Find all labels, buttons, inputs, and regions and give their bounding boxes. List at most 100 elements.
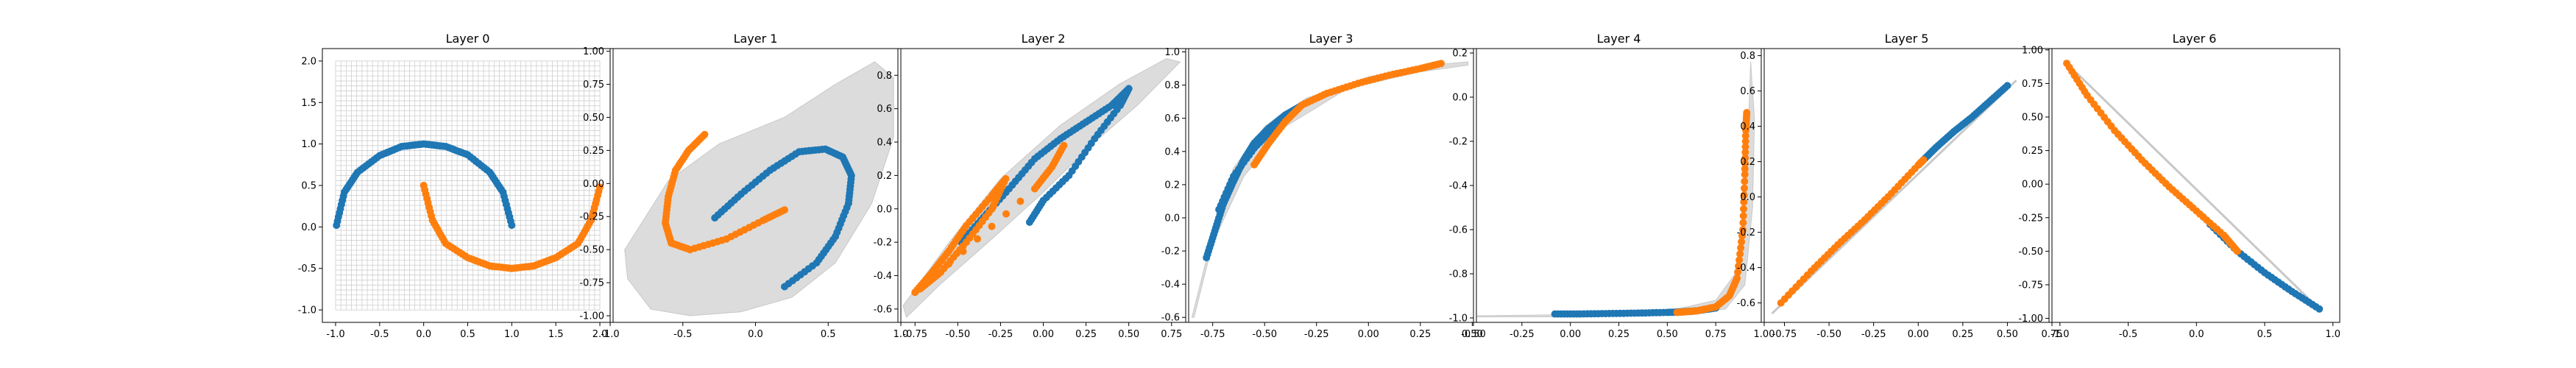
y-tick-label: 0.2 xyxy=(1740,157,1755,168)
y-tick-label: 0.00 xyxy=(583,179,604,190)
panel-layer-0: -1.0 -0.5 0.0 0.5 1.0 1.5 2.0 -1.0 -0.5 0.0 0.5 1.0… xyxy=(298,32,614,340)
x-tick-label: 0.75 xyxy=(2042,329,2063,340)
x-tick-label: 1.0 xyxy=(2325,329,2340,340)
data-point xyxy=(1741,184,1748,192)
data-point xyxy=(1739,219,1747,227)
data-point xyxy=(781,206,788,214)
x-tick-label: -0.5 xyxy=(370,329,389,340)
y-tick-label: 0.4 xyxy=(1740,121,1755,132)
x-tick-label: 0.5 xyxy=(2257,329,2273,340)
data-point xyxy=(1741,143,1749,151)
data-point xyxy=(2315,305,2324,313)
grid-mesh xyxy=(335,60,601,311)
data-point xyxy=(1739,226,1747,233)
y-tick-label: 0.2 xyxy=(1164,180,1180,191)
data-point xyxy=(1738,232,1746,240)
data-point xyxy=(1741,165,1749,173)
data-point xyxy=(1437,60,1445,68)
y-tick-label: 2.0 xyxy=(301,56,316,67)
y-tick-label: 0.50 xyxy=(583,113,604,124)
data-point xyxy=(1016,197,1025,205)
mesh-band xyxy=(2063,60,2323,313)
y-tick-label: 0.5 xyxy=(301,181,316,192)
y-tick-label: -0.2 xyxy=(1449,137,1468,148)
x-tick-label: -0.25 xyxy=(1510,329,1535,340)
x-tick-label: -0.25 xyxy=(1861,329,1886,340)
mesh-band xyxy=(1771,79,2017,315)
y-tick-label: 0.6 xyxy=(877,104,892,115)
y-tick-label: 0.0 xyxy=(1164,213,1180,224)
axes-frame xyxy=(1761,48,2053,323)
data-point xyxy=(781,283,788,291)
y-tick-label: 0.00 xyxy=(2022,180,2043,191)
panel-title: Layer 0 xyxy=(446,32,490,46)
series-1 xyxy=(662,130,788,254)
data-point xyxy=(1919,156,1928,164)
y-tick-label: 1.5 xyxy=(301,98,316,109)
y-tick-label: -0.6 xyxy=(1449,225,1468,236)
data-point xyxy=(1002,210,1010,218)
data-point xyxy=(2233,247,2241,255)
x-tick-label: 0.5 xyxy=(821,329,836,340)
x-tick-label: 0.00 xyxy=(1033,329,1054,340)
y-tick-label: 1.0 xyxy=(1164,47,1180,58)
panel-title: Layer 2 xyxy=(1022,32,1066,46)
y-tick-label: 1.0 xyxy=(301,139,316,150)
y-tick-label: -1.0 xyxy=(298,305,316,316)
panel-layer-1: -1.0 -0.5 0.0 0.5 1.0 -1.00 -0.75 -0.50 -0.25 0.0… xyxy=(579,32,908,340)
y-tick-label: 0.50 xyxy=(2022,113,2043,124)
x-tick-label: 0.0 xyxy=(416,329,431,340)
y-tick-label: -1.0 xyxy=(1449,314,1468,325)
x-tick-label: 0.25 xyxy=(1409,329,1431,340)
data-point xyxy=(988,222,996,230)
data-point xyxy=(1215,205,1223,213)
axes-frame xyxy=(1473,48,1765,323)
x-tick-label: 0.5 xyxy=(460,329,475,340)
panel-layer-4: -0.50 -0.25 0.00 0.25 0.50 0.75 1.00 -1.0 -0.8 -0… xyxy=(1449,32,1775,340)
x-tick-label: -0.75 xyxy=(902,329,927,340)
y-tick-label: -0.75 xyxy=(579,278,604,289)
x-tick-label: 0.0 xyxy=(748,329,763,340)
x-tick-label: 2.0 xyxy=(592,329,608,340)
y-tick-label: -0.2 xyxy=(1737,227,1755,238)
data-point xyxy=(974,235,981,243)
axes-frame xyxy=(2048,48,2340,323)
x-tick-label: 0.50 xyxy=(1997,329,2018,340)
series-1 xyxy=(1777,156,1928,307)
y-tick-label: 0.25 xyxy=(2022,146,2043,157)
data-point xyxy=(1735,262,1743,270)
x-tick-label: 1.0 xyxy=(894,329,909,340)
x-tick-label: 0.25 xyxy=(1608,329,1630,340)
y-tick-label: -0.4 xyxy=(1737,263,1755,274)
series-0 xyxy=(1918,82,2011,166)
data-point xyxy=(1738,238,1746,246)
x-tick-label: 0.25 xyxy=(1952,329,1973,340)
x-tick-label: 0.75 xyxy=(1705,329,1727,340)
x-tick-label: 0.50 xyxy=(1657,329,1678,340)
y-tick-label: -0.5 xyxy=(298,263,316,275)
data-point xyxy=(1740,198,1748,206)
data-point xyxy=(1741,171,1749,178)
data-point xyxy=(1743,109,1751,116)
data-point xyxy=(1741,138,1749,145)
x-tick-label: 1.5 xyxy=(548,329,564,340)
x-tick-label: -0.25 xyxy=(1304,329,1329,340)
data-point xyxy=(959,247,967,255)
y-tick-label: -1.00 xyxy=(579,311,604,322)
y-tick-label: -0.6 xyxy=(1161,313,1180,324)
panel-title: Layer 6 xyxy=(2173,32,2217,46)
y-tick-label: -0.6 xyxy=(1737,298,1755,309)
data-point xyxy=(1741,160,1749,167)
x-tick-label: 0.50 xyxy=(1462,329,1483,340)
series-0 xyxy=(1203,102,1304,262)
series-0 xyxy=(711,145,855,291)
panel-title: Layer 5 xyxy=(1885,32,1929,46)
data-point xyxy=(1740,205,1747,213)
y-tick-label: -1.00 xyxy=(2018,314,2043,325)
data-point xyxy=(1733,275,1741,282)
data-point xyxy=(1734,268,1742,276)
y-tick-label: -0.50 xyxy=(2018,247,2043,258)
x-tick-label: 1.0 xyxy=(504,329,520,340)
y-tick-label: 0.75 xyxy=(583,79,604,91)
data-point xyxy=(1741,177,1749,185)
